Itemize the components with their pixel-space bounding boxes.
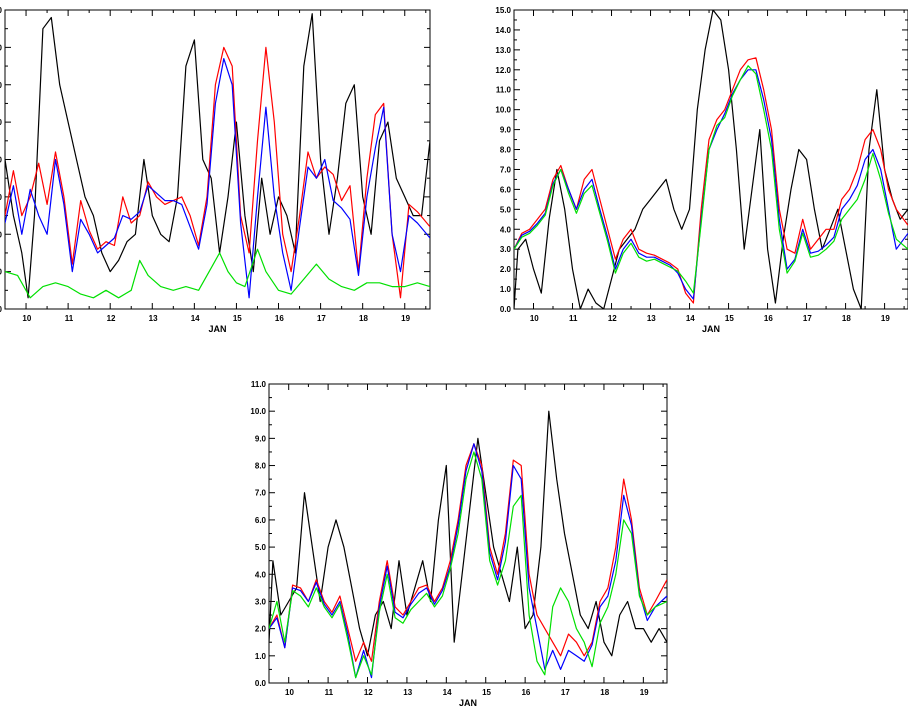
- x-tick-label: 10: [22, 314, 31, 323]
- x-tick-label: 14: [686, 314, 695, 323]
- x-tick-label: 11: [65, 314, 74, 323]
- x-tick-label: 19: [881, 314, 890, 323]
- x-tick-label: 13: [403, 688, 412, 697]
- y-tick-label: 0.0: [500, 305, 512, 314]
- series-line-0: [269, 410, 667, 657]
- y-tick-label: 9.0: [255, 434, 267, 443]
- y-tick-label: 11.0: [496, 86, 512, 95]
- x-tick-label: 19: [640, 688, 649, 697]
- x-tick-label: 18: [600, 688, 609, 697]
- y-tick-label: 13.0: [495, 46, 511, 55]
- y-tick-label: 7.0: [500, 165, 512, 174]
- x-tick-label: 16: [521, 688, 530, 697]
- y-tick-label: 10.0: [250, 407, 266, 416]
- x-tick-label: 19: [401, 314, 410, 323]
- x-tick-label: 12: [364, 688, 373, 697]
- y-tick-label: 8.0: [255, 462, 267, 471]
- y-tick-label: 5.0: [0, 118, 3, 127]
- y-tick-label: 9.0: [500, 126, 512, 135]
- x-tick-label: 10: [285, 688, 294, 697]
- y-tick-label: 3.0: [500, 245, 512, 254]
- y-tick-label: 1.0: [255, 652, 267, 661]
- x-tick-label: 13: [647, 314, 656, 323]
- series-line-1: [269, 443, 667, 662]
- x-tick-label: 18: [842, 314, 851, 323]
- y-tick-label: 10.0: [495, 106, 511, 115]
- x-tick-label: 15: [725, 314, 734, 323]
- y-tick-label: 3.0: [255, 597, 267, 606]
- x-tick-label: 10: [530, 314, 539, 323]
- y-tick-label: 6.0: [255, 516, 267, 525]
- x-tick-label: 14: [443, 688, 452, 697]
- y-tick-label: 6.0: [0, 81, 3, 90]
- series-line-3: [269, 451, 667, 679]
- y-tick-label: 2.0: [255, 625, 267, 634]
- y-tick-label: 4.0: [255, 570, 267, 579]
- y-tick-label: 0.0: [0, 305, 3, 314]
- series-line-2: [269, 443, 667, 679]
- y-tick-label: 11.0: [251, 380, 267, 389]
- x-tick-label: 17: [561, 688, 570, 697]
- y-tick-label: 3.0: [0, 193, 3, 202]
- chart-panel-bottom: 0.0 1.0 2.0 3.0 4.0 5.0 6.0 7.0 8.0 9.0 10.0 11.0 10…: [250, 380, 668, 708]
- y-tick-label: 6.0: [500, 185, 512, 194]
- x-axis-label: JAN: [702, 324, 720, 334]
- x-tick-label: 11: [325, 688, 334, 697]
- x-axis-label: JAN: [208, 324, 226, 334]
- x-tick-label: 18: [359, 314, 368, 323]
- series-line-1: [514, 57, 908, 304]
- y-tick-label: 8.0: [0, 6, 3, 15]
- x-tick-label: 17: [317, 314, 326, 323]
- series-line-2: [5, 57, 430, 299]
- y-tick-label: 5.0: [255, 543, 267, 552]
- series-line-3: [514, 65, 908, 294]
- x-tick-label: 12: [107, 314, 116, 323]
- x-tick-label: 16: [764, 314, 773, 323]
- series-line-3: [5, 248, 430, 299]
- x-tick-label: 14: [191, 314, 200, 323]
- chart-panel-top-left: 0.0 1.0 2.0 3.0 4.0 5.0 6.0 7.0 8.0 10 11 12 13 14 15 1…: [0, 6, 431, 334]
- x-tick-label: 16: [275, 314, 284, 323]
- x-tick-label: 11: [569, 314, 578, 323]
- x-tick-label: 17: [803, 314, 812, 323]
- y-tick-label: 1.0: [500, 285, 512, 294]
- y-tick-label: 7.0: [255, 489, 267, 498]
- plot-frame: [4, 9, 431, 310]
- x-tick-label: 13: [149, 314, 158, 323]
- series-line-1: [5, 46, 430, 299]
- y-tick-label: 2.0: [0, 230, 3, 239]
- series-line-0: [5, 13, 430, 299]
- y-tick-label: 5.0: [500, 205, 512, 214]
- y-tick-label: 12.0: [495, 66, 511, 75]
- y-tick-label: 8.0: [500, 146, 512, 155]
- y-tick-label: 2.0: [500, 265, 512, 274]
- y-tick-label: 1.0: [0, 268, 3, 277]
- series-line-0: [514, 10, 908, 309]
- chart-panel-top-right: 0.0 1.0 2.0 3.0 4.0 5.0 6.0 7.0 8.0 9.0 10.0 11.0 12…: [495, 6, 908, 334]
- x-tick-label: 15: [482, 688, 491, 697]
- y-tick-label: 4.0: [500, 225, 512, 234]
- y-tick-label: 7.0: [0, 43, 3, 52]
- y-tick-label: 0.0: [255, 679, 267, 688]
- x-axis-label: JAN: [459, 698, 477, 708]
- y-tick-label: 4.0: [0, 156, 3, 165]
- y-tick-label: 14.0: [495, 26, 511, 35]
- x-tick-label: 15: [233, 314, 242, 323]
- x-tick-label: 12: [608, 314, 617, 323]
- y-tick-label: 15.0: [495, 6, 511, 15]
- plot-frame: [268, 383, 668, 684]
